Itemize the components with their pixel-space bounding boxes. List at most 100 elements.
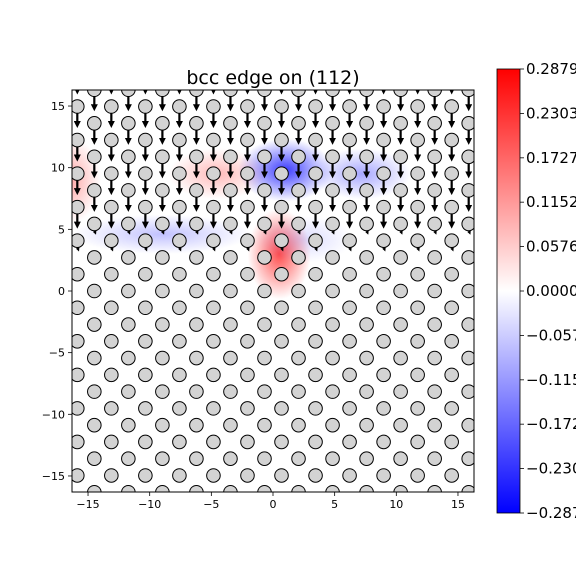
atom-marker [104, 166, 119, 181]
atom-marker [223, 149, 238, 165]
atom-marker [223, 216, 238, 232]
atom-marker [138, 434, 153, 450]
atom-marker [444, 434, 459, 450]
atom-marker [121, 216, 136, 232]
atom-marker [274, 233, 289, 248]
atom-marker [427, 149, 442, 165]
atom-marker [172, 266, 187, 282]
atom-marker [223, 451, 238, 466]
atom-marker [410, 233, 425, 248]
atom-marker [325, 216, 340, 232]
atom-marker [206, 99, 221, 114]
atom-marker [410, 166, 425, 181]
x-tick-label: 15 [451, 498, 465, 511]
atom-marker [461, 90, 474, 98]
atom-marker [87, 183, 102, 198]
atom-marker [325, 317, 340, 332]
atom-marker [359, 350, 374, 366]
atom-marker [342, 233, 357, 248]
atom-marker [240, 266, 255, 282]
atom-marker [189, 283, 204, 299]
atom-marker [121, 250, 136, 265]
atom-marker [223, 350, 238, 366]
atom-marker [308, 401, 323, 416]
atom-marker [461, 484, 474, 492]
atom-marker [291, 484, 306, 492]
atom-marker [393, 116, 408, 131]
atom-marker [155, 384, 170, 399]
atom-marker [223, 484, 238, 492]
y-tick-label: 15 [51, 100, 65, 113]
atom-marker [393, 250, 408, 265]
atom-marker [308, 233, 323, 248]
atom-marker [444, 266, 459, 282]
atom-marker [359, 216, 374, 232]
atom-marker [189, 149, 204, 165]
colorbar-tick-label: −0.1152 [526, 371, 576, 389]
atom-marker [444, 401, 459, 416]
atom-marker [189, 484, 204, 492]
atom-marker [325, 417, 340, 433]
atom-marker [444, 199, 459, 215]
atom-marker [274, 434, 289, 450]
atom-marker [359, 384, 374, 399]
atom-marker [257, 90, 272, 98]
atom-marker [427, 116, 442, 131]
atom-marker [121, 451, 136, 466]
atom-marker [223, 116, 238, 131]
atom-marker [427, 216, 442, 232]
atom-marker [325, 384, 340, 399]
atom-marker [172, 468, 187, 483]
atom-marker [291, 183, 306, 198]
x-tick-label: −15 [76, 498, 99, 511]
x-tick-label: −10 [138, 498, 161, 511]
atom-marker [410, 266, 425, 282]
atom-marker [376, 132, 391, 148]
atom-marker [308, 367, 323, 383]
atom-marker [257, 250, 272, 265]
x-tick-label: 0 [270, 498, 277, 511]
atom-marker [359, 183, 374, 198]
atom-marker [138, 199, 153, 215]
atom-marker [376, 300, 391, 316]
atom-marker [104, 401, 119, 416]
atom-marker [138, 300, 153, 316]
atom-marker [274, 300, 289, 316]
atom-marker [342, 199, 357, 215]
atom-marker [257, 384, 272, 399]
atom-marker [155, 317, 170, 332]
atom-marker [359, 250, 374, 265]
x-axis: −15 −10 −5 0 5 10 15 [76, 492, 465, 511]
atom-marker [72, 401, 85, 416]
atom-marker [376, 334, 391, 349]
y-tick-label: 5 [58, 223, 65, 236]
atom-marker [461, 451, 474, 466]
atom-marker [342, 334, 357, 349]
atom-marker [274, 99, 289, 114]
atom-marker [223, 250, 238, 265]
atom-marker [393, 451, 408, 466]
atom-marker [257, 216, 272, 232]
atom-marker [291, 317, 306, 332]
atom-marker [376, 166, 391, 181]
x-tick-label: −5 [203, 498, 219, 511]
atom-marker [393, 90, 408, 98]
atom-marker [291, 116, 306, 131]
atom-marker [87, 384, 102, 399]
atom-marker [325, 183, 340, 198]
colorbar-tick-label: 0.1727 [526, 149, 576, 167]
atom-marker [308, 99, 323, 114]
atom-marker [155, 216, 170, 232]
field-blob [72, 136, 102, 224]
atom-marker [87, 216, 102, 232]
atom-marker [155, 149, 170, 165]
atom-marker [393, 317, 408, 332]
atom-marker [138, 266, 153, 282]
atom-marker [257, 283, 272, 299]
atom-marker [206, 233, 221, 248]
atom-marker [342, 367, 357, 383]
colorbar-ticks: 0.2879 0.2303 0.1727 0.1152 0.0576 0.0000 −0.0… [520, 60, 576, 522]
atom-marker [257, 451, 272, 466]
atom-marker [376, 233, 391, 248]
atom-marker [308, 199, 323, 215]
